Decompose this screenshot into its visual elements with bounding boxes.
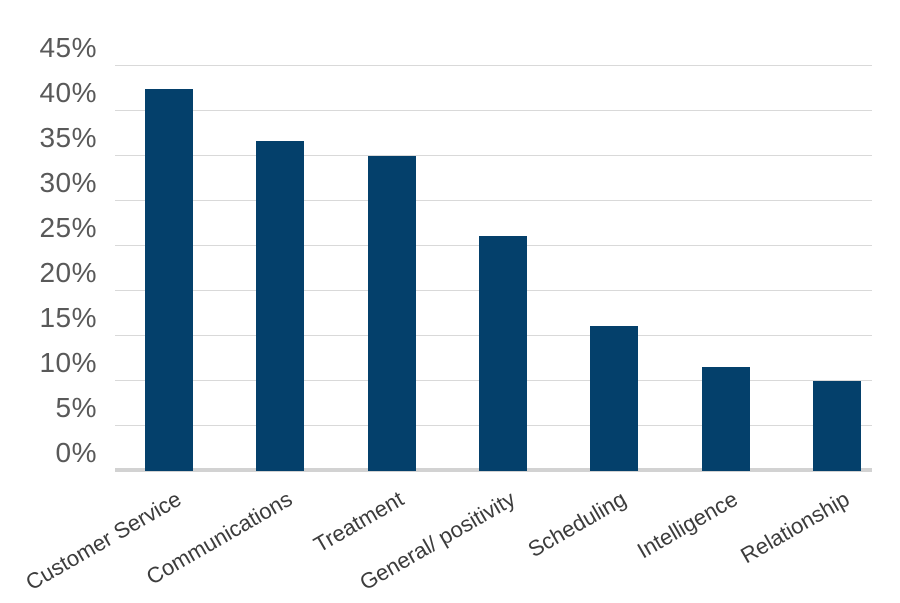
y-tick-label-25pct: 25% <box>39 212 97 243</box>
x-label-treatment: Treatment <box>309 486 409 558</box>
bar-scheduling <box>590 326 639 471</box>
gridline <box>115 200 872 201</box>
gridline <box>115 110 872 111</box>
x-label-scheduling: Scheduling <box>523 486 631 563</box>
x-label-relationship: Relationship <box>735 486 854 569</box>
y-tick-label-35pct: 35% <box>39 122 97 153</box>
y-tick-label-45pct: 45% <box>39 32 97 63</box>
bar-treatment <box>367 156 416 471</box>
y-tick-label-40pct: 40% <box>39 77 97 108</box>
x-label-intelligence: Intelligence <box>633 486 742 564</box>
y-tick-label-0pct: 0% <box>55 437 97 468</box>
bar-relationship <box>812 381 861 471</box>
bar-communications <box>256 140 305 471</box>
gridline <box>115 155 872 156</box>
bar-general-positivity <box>478 236 527 471</box>
bar-customer-service <box>145 88 193 471</box>
gridline <box>115 65 872 66</box>
y-tick-label-30pct: 30% <box>39 167 97 198</box>
y-tick-label-10pct: 10% <box>39 347 97 378</box>
bar-intelligence <box>701 366 750 471</box>
y-tick-label-20pct: 20% <box>39 257 97 288</box>
y-tick-label-15pct: 15% <box>39 302 97 333</box>
y-tick-label-5pct: 5% <box>55 392 97 423</box>
